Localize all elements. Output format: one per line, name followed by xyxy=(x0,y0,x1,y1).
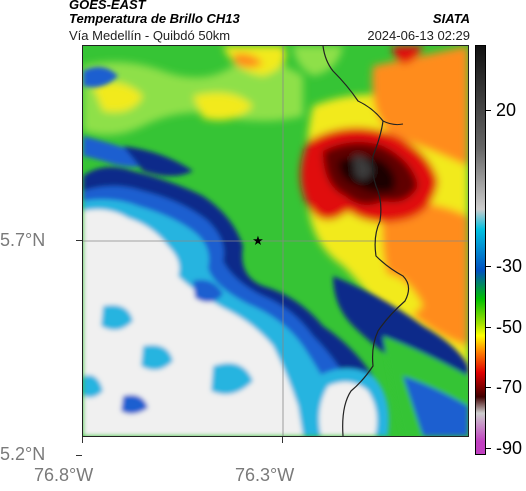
y-label-5-7: 5.7°N xyxy=(0,230,46,250)
colorbar-label: -30 xyxy=(496,256,523,276)
y-tick xyxy=(76,240,82,241)
colorbar-label: -50 xyxy=(496,317,523,337)
colorbar-label: -90 xyxy=(496,438,523,458)
colorbar-tick xyxy=(486,448,491,449)
x-label-76-3: 76.3°W xyxy=(235,465,295,485)
colorbar-tick xyxy=(486,266,491,267)
border-line-branch xyxy=(382,120,404,126)
brightness-temperature-map[interactable]: ★ xyxy=(82,45,469,437)
colorbar-label: 20 xyxy=(496,100,517,120)
x-label-76-8: 76.8°W xyxy=(34,465,94,485)
y-tick xyxy=(76,455,82,456)
location-star-icon: ★ xyxy=(252,234,264,249)
colorbar-tick xyxy=(486,110,491,111)
product-title: Temperatura de Brillo CH13 xyxy=(69,11,240,26)
x-tick xyxy=(282,437,283,443)
map-canvas: ★ xyxy=(83,46,468,436)
x-tick xyxy=(82,437,83,443)
colorbar-tick xyxy=(486,387,491,388)
timestamp-label: 2024-06-13 02:29 xyxy=(367,28,470,43)
colorbar-tick xyxy=(486,327,491,328)
y-label-5-2: 5.2°N xyxy=(0,444,46,464)
satellite-title: GOES-EAST xyxy=(69,0,146,12)
border-line xyxy=(322,46,410,436)
org-label: SIATA xyxy=(432,11,470,26)
colorbar-label: -70 xyxy=(496,377,523,397)
colorbar xyxy=(475,45,486,455)
region-subtitle: Vía Medellín - Quibdó 50km xyxy=(69,28,231,43)
